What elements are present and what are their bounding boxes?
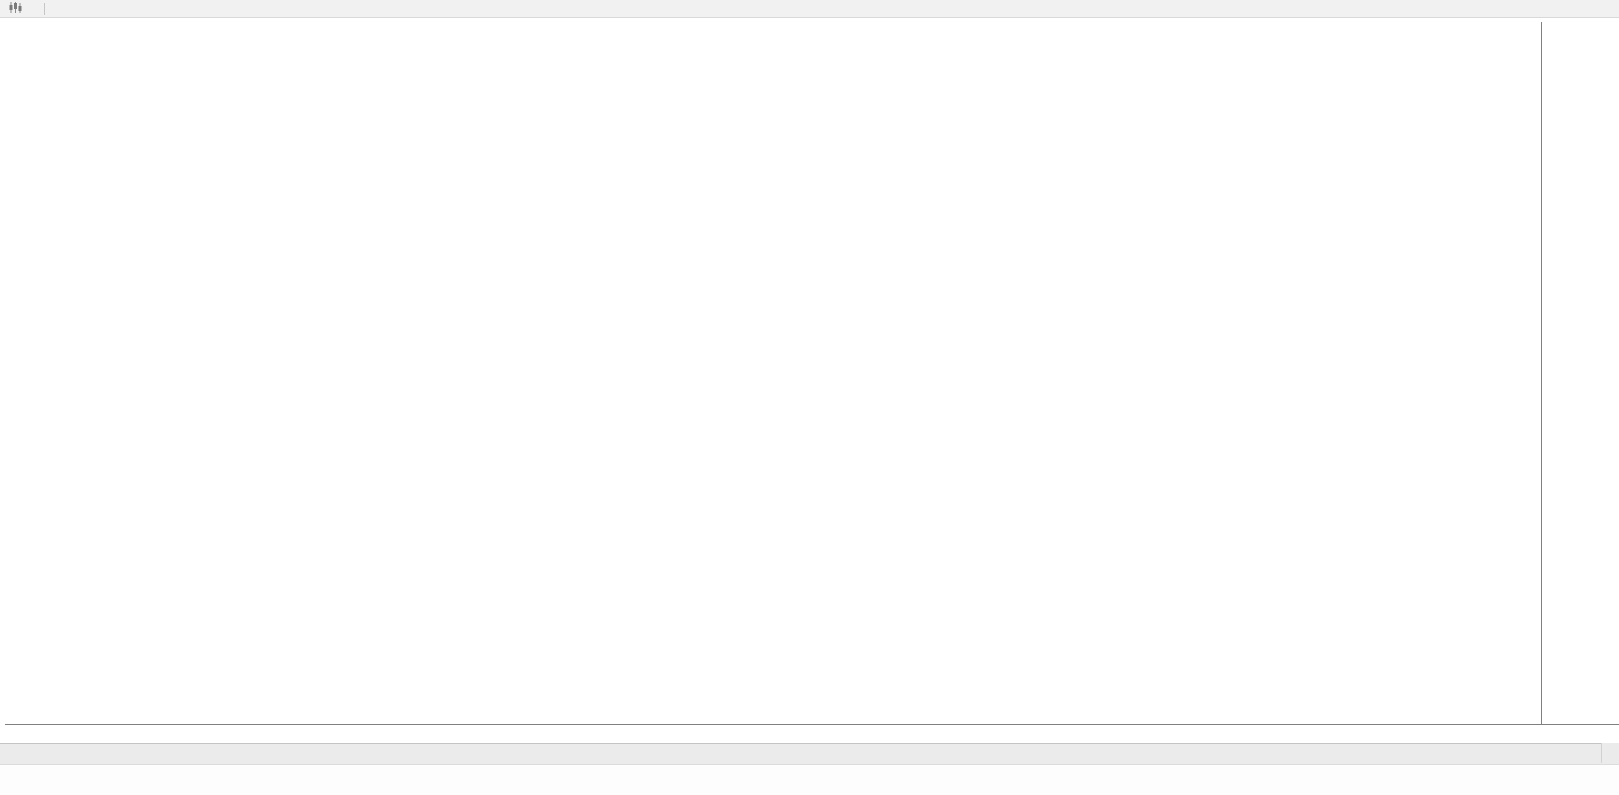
candlestick-chart-icon (9, 1, 22, 16)
price-axis[interactable] (1541, 22, 1619, 724)
tab-scroll-arrows (1601, 743, 1619, 763)
chart-type-button[interactable] (4, 1, 27, 17)
chart-window (5, 22, 1619, 743)
chart-type-dropdown-button[interactable] (29, 1, 39, 17)
status-bar (0, 764, 1619, 795)
toolbar-separator (44, 2, 45, 15)
price-chart-canvas[interactable] (5, 22, 1541, 724)
time-axis[interactable] (5, 724, 1619, 743)
timeframe-toolbar (0, 0, 1619, 18)
chart-tab-bar (0, 743, 1619, 764)
